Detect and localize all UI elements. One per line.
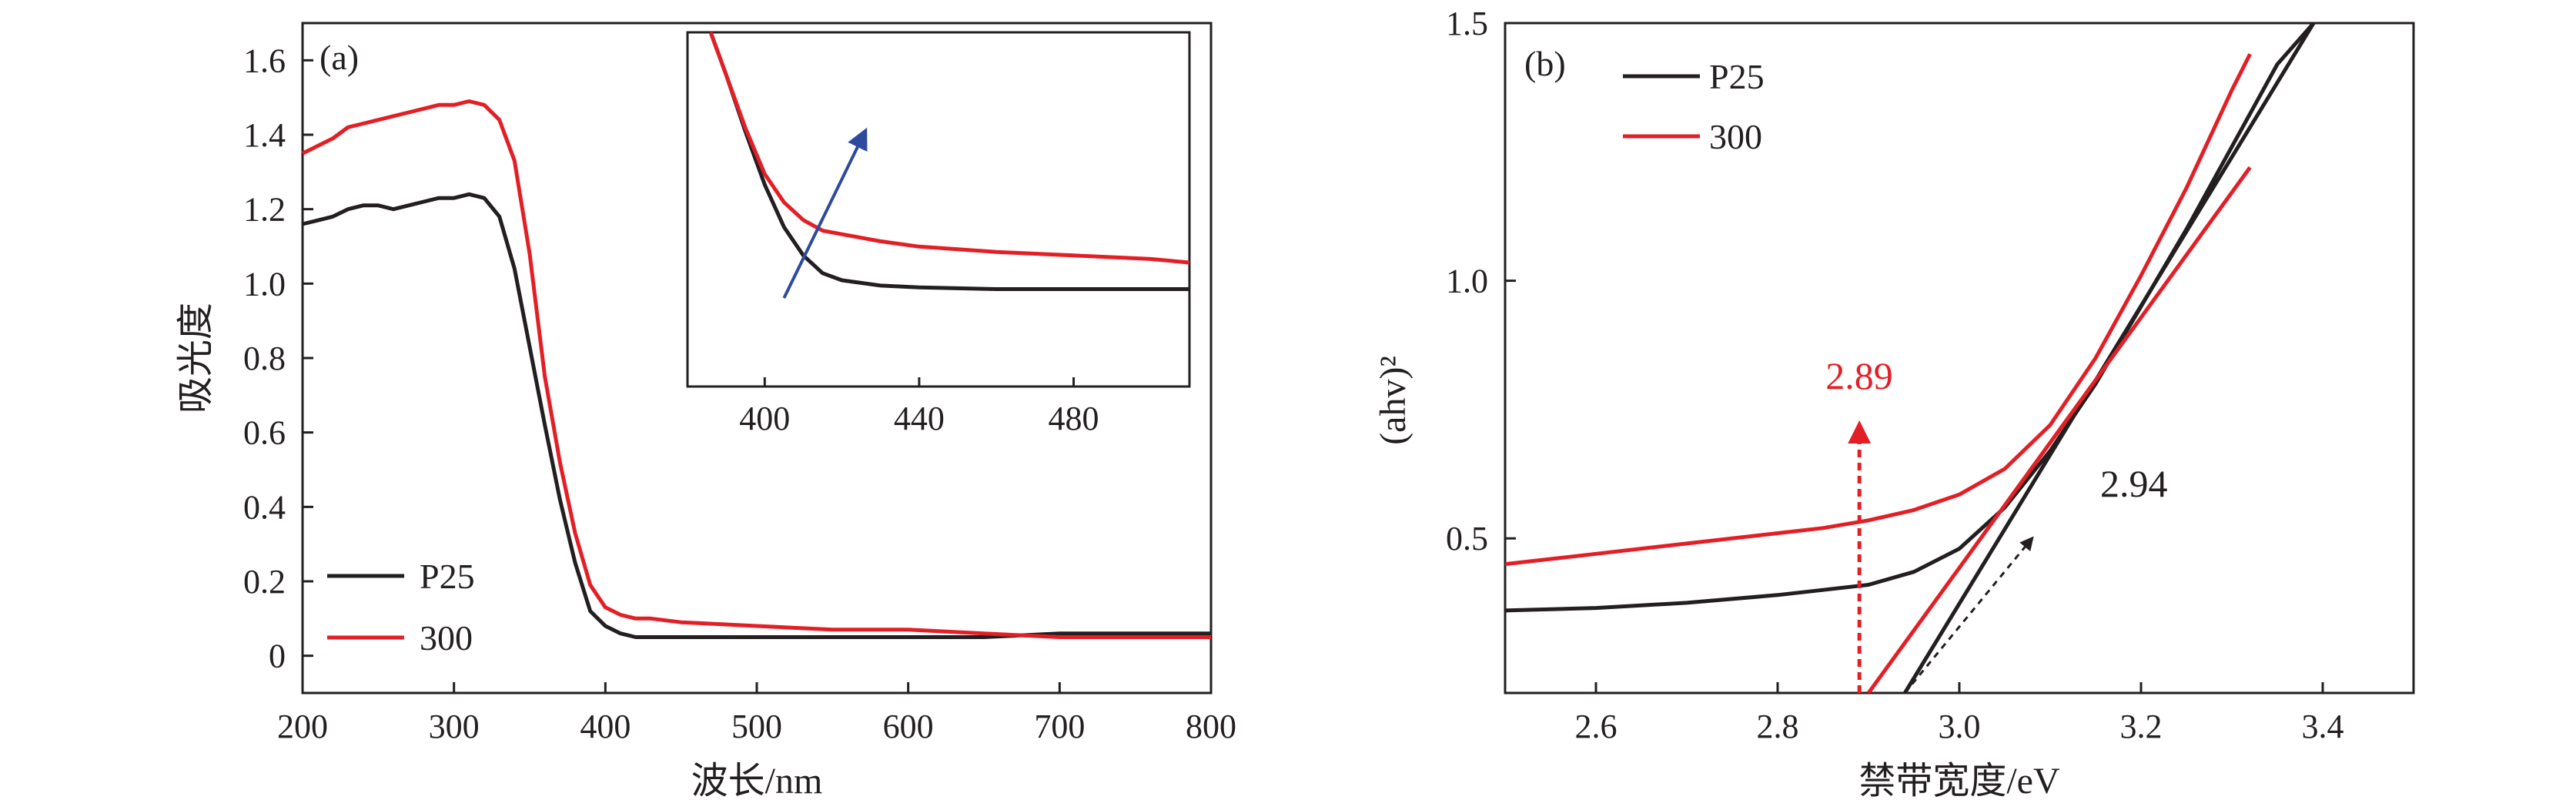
panel-b-legend: P25 300: [1623, 57, 1765, 156]
panel-b-x-tick-label: 3.4: [2302, 708, 2344, 745]
panel-b-x-tick-label: 2.8: [1757, 708, 1799, 745]
panel-a-y-tick-label: 1.6: [243, 42, 286, 79]
annotation-2-89: 2.89: [1825, 354, 1893, 397]
panel-a-x-tick-label: 300: [429, 708, 480, 745]
panel-a-ticks: 200 300 400 500 600 700 800 0 0.2 0.4 0.6 0.8 1.0 1.2…: [243, 42, 1236, 745]
inset-series: [708, 32, 1190, 299]
panel-a-series: [301, 99, 1211, 639]
tangent-line: [1903, 23, 2316, 693]
panel-b-y-tick-label: 1.5: [1446, 5, 1488, 42]
panel-a-y-tick-label: 0.6: [243, 414, 286, 452]
panel-a-y-axis-title: 吸光度: [176, 303, 216, 413]
panel-a-legend-label-p25: P25: [420, 557, 475, 596]
panel-b-y-tick-label: 1.0: [1446, 263, 1488, 300]
panel-b-legend-label-300: 300: [1709, 117, 1762, 156]
panel-a-y-tick-label: 0: [269, 638, 286, 675]
panel-b-x-axis-title: 禁带宽度/eV: [1858, 761, 2060, 802]
inset-frame: [686, 31, 1191, 388]
panel-a-x-tick-label: 600: [883, 708, 934, 745]
panel-b-x-tick-label: 2.6: [1575, 708, 1618, 745]
panel-b-y-tick-label: 0.5: [1446, 520, 1488, 557]
panel-b-x-tick-label: 3.0: [1939, 708, 1981, 745]
panel-a-y-tick-label: 0.2: [243, 563, 286, 601]
panel-b-y-axis-title: (ahv)²: [1373, 356, 1413, 445]
panel-b-plot-area: [1505, 23, 2316, 693]
panel-b-legend-label-p25: P25: [1709, 57, 1765, 96]
panel-a-y-tick-label: 1.0: [243, 265, 286, 303]
panel-a-legend: P25 300: [327, 557, 475, 658]
panel-a-y-tick-label: 1.2: [243, 191, 286, 229]
panel-a-x-tick-label: 700: [1034, 708, 1085, 745]
series-line-p25: [302, 192, 1211, 639]
panel-b-label: (b): [1524, 44, 1566, 83]
panel-a-x-tick-label: 800: [1186, 708, 1236, 745]
panel-a-y-tick-label: 1.4: [243, 116, 286, 154]
panel-b-ticks: 2.6 2.8 3.0 3.2 3.4 0.5 1.0 1.5: [1446, 5, 2344, 745]
inset-trend-arrow: [782, 127, 868, 299]
series-line-300: [301, 99, 1211, 639]
inset-series-line-300: [708, 32, 1190, 265]
panel-a-legend-label-300: 300: [420, 618, 473, 658]
panel-a-x-tick-label: 200: [277, 708, 328, 745]
panel-b-bandgap-chart: 2.6 2.8 3.0 3.2 3.4 0.5 1.0 1.5 (b) 禁带宽度/eV (ah…: [1373, 5, 2415, 802]
series-curve-p25: [1505, 23, 2316, 613]
panel-a-absorbance-chart: 200 300 400 500 600 700 800 0 0.2 0.4 0.6 0.8 1.0 1.2…: [176, 22, 1236, 802]
panel-a-y-tick-label: 0.4: [243, 488, 286, 526]
panel-a-x-tick-label: 400: [580, 708, 631, 745]
panel-a-label: (a): [319, 38, 359, 77]
panel-a-inset: 400 440 480: [686, 31, 1191, 437]
panel-b-series: [1505, 23, 2316, 694]
inset-ticks: 400 440 480: [739, 377, 1099, 437]
panel-a-x-tick-label: 500: [731, 708, 782, 745]
inset-x-tick-label: 440: [894, 400, 945, 437]
panel-a-y-tick-label: 0.8: [243, 340, 286, 377]
inset-x-tick-label: 400: [739, 400, 790, 437]
annotation-2-94: 2.94: [2100, 462, 2168, 505]
inset-x-tick-label: 480: [1049, 400, 1099, 437]
panel-b-x-tick-label: 3.2: [2120, 708, 2163, 745]
panel-b-plot-frame: [1504, 22, 2415, 695]
panel-a-x-axis-title: 波长/nm: [691, 761, 823, 802]
series-curve-300: [1505, 53, 2252, 567]
tangent-line: [1866, 166, 2252, 693]
bandgap-arrow-2-94: [1904, 536, 2034, 694]
